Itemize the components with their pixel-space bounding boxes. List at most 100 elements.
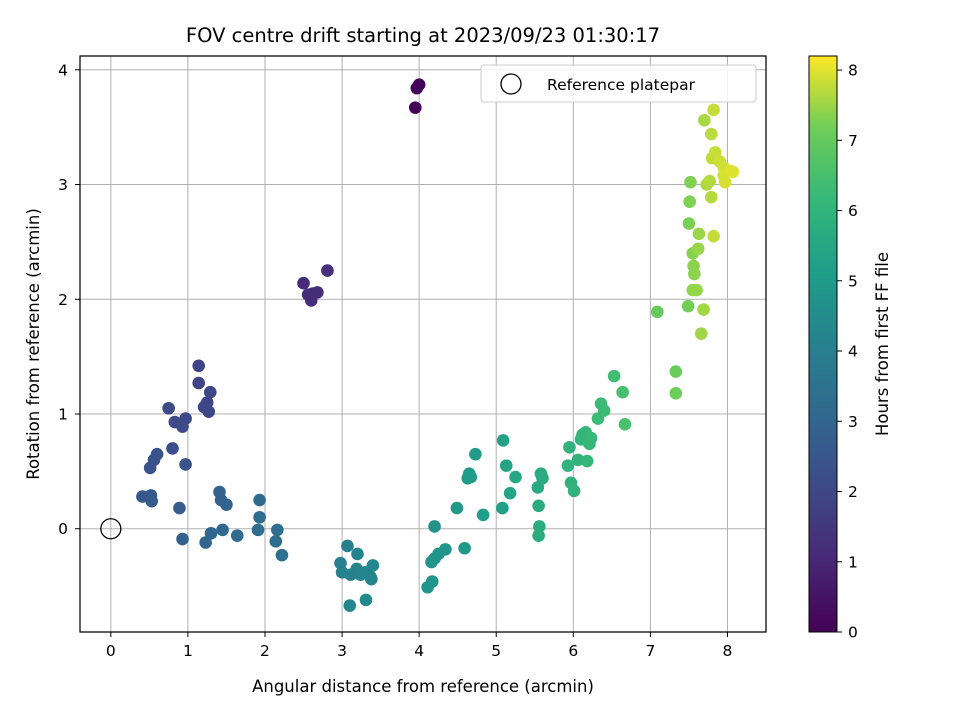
data-points bbox=[136, 78, 740, 612]
data-point bbox=[616, 385, 629, 399]
data-point bbox=[351, 547, 364, 561]
data-point bbox=[253, 493, 266, 507]
data-point bbox=[450, 501, 464, 515]
data-point bbox=[359, 593, 373, 607]
data-point bbox=[688, 267, 701, 281]
data-point bbox=[179, 458, 192, 471]
data-point bbox=[533, 520, 546, 533]
data-point bbox=[651, 305, 664, 319]
data-point bbox=[321, 264, 334, 277]
colorbar-ticks: 0 1 2 3 4 5 6 7 8 bbox=[837, 62, 858, 642]
data-point bbox=[496, 501, 509, 515]
x-tick-label: 0 bbox=[106, 642, 116, 660]
data-point bbox=[597, 404, 611, 417]
data-point bbox=[469, 447, 482, 461]
data-point bbox=[464, 470, 478, 484]
data-point bbox=[271, 523, 284, 537]
reference-platepar-marker bbox=[100, 518, 122, 540]
data-point bbox=[269, 535, 283, 548]
data-point bbox=[618, 418, 632, 431]
colorbar bbox=[808, 55, 838, 633]
plot-frame bbox=[79, 55, 767, 633]
data-point bbox=[199, 536, 212, 549]
legend: Reference platepar bbox=[480, 64, 757, 103]
data-point bbox=[439, 543, 452, 556]
colorbar-label: Hours from first FF file bbox=[873, 252, 892, 436]
data-point bbox=[669, 365, 683, 378]
data-point bbox=[718, 175, 732, 189]
data-point bbox=[499, 459, 513, 472]
data-point bbox=[220, 498, 233, 511]
x-tick-label: 8 bbox=[723, 642, 733, 660]
data-point bbox=[704, 190, 718, 204]
x-tick-label: 3 bbox=[337, 642, 347, 660]
data-point bbox=[669, 387, 683, 400]
data-point bbox=[690, 283, 703, 297]
colorbar-tick-label: 5 bbox=[848, 272, 858, 290]
legend-marker-reference bbox=[500, 73, 522, 95]
data-point bbox=[561, 459, 575, 472]
data-point bbox=[168, 415, 182, 429]
data-point bbox=[408, 101, 422, 114]
data-point bbox=[251, 523, 265, 537]
data-point bbox=[509, 470, 522, 484]
y-tick-label: 4 bbox=[58, 61, 68, 79]
data-point bbox=[536, 471, 549, 485]
data-point bbox=[703, 174, 717, 188]
data-point bbox=[563, 440, 576, 454]
data-point bbox=[694, 327, 708, 340]
data-point bbox=[571, 453, 585, 467]
data-point bbox=[684, 175, 697, 189]
x-axis-ticks: 0 1 2 3 4 5 6 7 8 bbox=[106, 632, 733, 660]
data-point bbox=[707, 103, 720, 117]
data-point bbox=[162, 401, 175, 415]
legend-box bbox=[480, 64, 757, 103]
grid bbox=[80, 56, 766, 632]
data-point bbox=[496, 434, 510, 447]
colorbar-tick-label: 4 bbox=[848, 343, 858, 361]
colorbar-tick-label: 6 bbox=[848, 202, 858, 220]
data-point bbox=[503, 486, 517, 500]
data-point bbox=[428, 520, 441, 533]
x-tick-label: 1 bbox=[183, 642, 193, 660]
data-point bbox=[567, 484, 581, 498]
data-point bbox=[682, 217, 696, 230]
data-point bbox=[216, 523, 229, 537]
data-point bbox=[681, 299, 695, 313]
data-point bbox=[341, 539, 354, 553]
data-point bbox=[532, 529, 545, 542]
data-point bbox=[697, 303, 710, 316]
data-point bbox=[698, 113, 711, 127]
y-tick-label: 3 bbox=[58, 176, 68, 194]
x-tick-label: 4 bbox=[414, 642, 424, 660]
data-point bbox=[253, 510, 266, 524]
data-point bbox=[297, 276, 310, 290]
data-point bbox=[683, 195, 696, 209]
data-point bbox=[166, 442, 179, 455]
colorbar-tick-label: 1 bbox=[848, 553, 858, 571]
y-axis-label: Rotation from reference (arcmin) bbox=[24, 208, 43, 480]
y-tick-label: 1 bbox=[58, 405, 68, 423]
colorbar-tick-label: 8 bbox=[848, 62, 858, 80]
data-point bbox=[192, 359, 206, 373]
data-point bbox=[365, 572, 378, 586]
data-point bbox=[692, 227, 706, 241]
data-point bbox=[726, 165, 740, 179]
data-point bbox=[230, 529, 244, 542]
data-point bbox=[275, 548, 289, 562]
data-point bbox=[421, 580, 434, 594]
y-axis-ticks: 0 1 2 3 4 bbox=[58, 61, 80, 538]
data-point bbox=[202, 405, 216, 418]
x-tick-label: 2 bbox=[260, 642, 270, 660]
data-point bbox=[580, 454, 594, 468]
data-point bbox=[173, 501, 186, 515]
data-point bbox=[192, 376, 206, 390]
x-axis-label: Angular distance from reference (arcmin) bbox=[252, 677, 594, 696]
x-tick-label: 5 bbox=[491, 642, 501, 660]
data-point bbox=[366, 559, 380, 572]
data-point bbox=[707, 229, 720, 243]
data-point bbox=[203, 385, 217, 399]
data-point bbox=[704, 127, 718, 141]
